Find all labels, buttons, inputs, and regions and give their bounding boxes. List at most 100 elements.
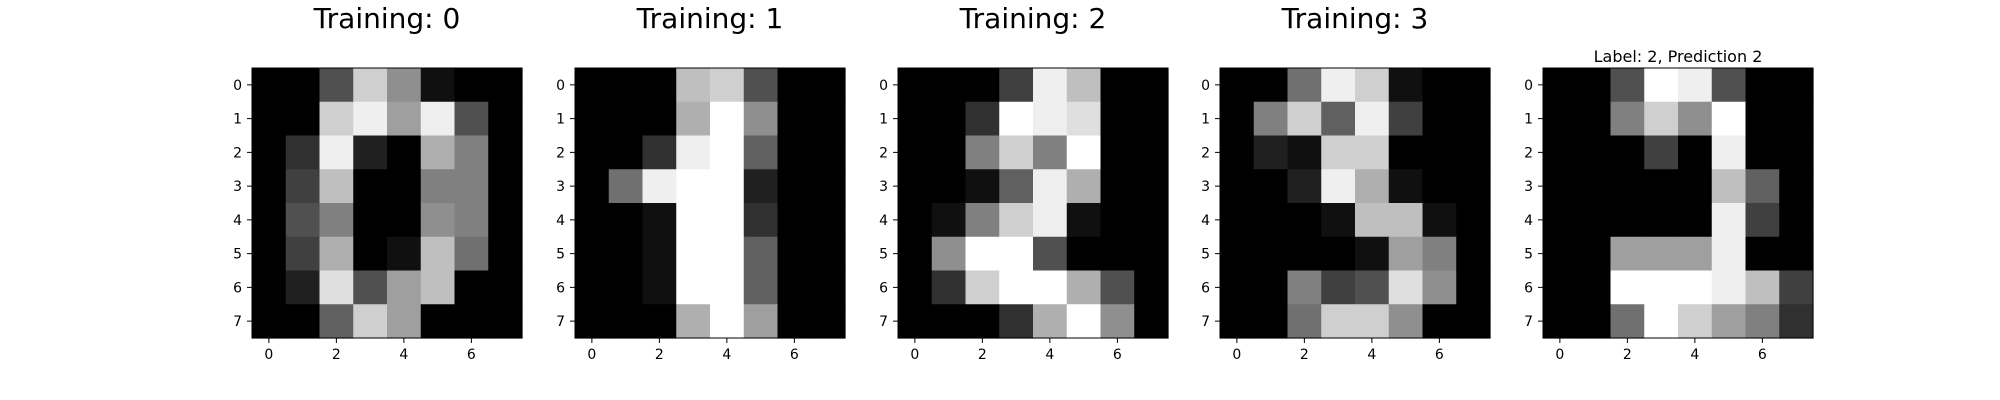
heatmap-cell <box>743 101 779 137</box>
heatmap-cell <box>965 236 1000 272</box>
heatmap-cell <box>1355 270 1390 305</box>
heatmap-cell <box>1678 203 1713 238</box>
x-tick-label: 2 <box>655 347 664 363</box>
heatmap-cell <box>1066 270 1102 305</box>
heatmap-cell <box>1100 270 1135 305</box>
heatmap-cell <box>319 135 354 170</box>
heatmap-cell <box>1745 135 1780 170</box>
y-tick-label: 6 <box>1201 280 1210 296</box>
heatmap-cell <box>1779 101 1814 137</box>
heatmap-cell <box>710 236 745 272</box>
heatmap-cell <box>420 169 456 204</box>
x-tick-label: 6 <box>1113 347 1122 363</box>
heatmap-cell <box>1745 236 1780 272</box>
heatmap-cell <box>999 304 1034 339</box>
heatmap-cell <box>387 304 422 339</box>
heatmap-cell <box>252 203 287 238</box>
heatmap-cell <box>1134 236 1169 272</box>
heatmap-cell <box>931 101 967 137</box>
y-tick-label: 1 <box>1524 112 1533 128</box>
heatmap-cell <box>811 135 846 170</box>
heatmap-cell <box>1066 135 1102 170</box>
heatmap-cell <box>488 101 523 137</box>
heatmap-cell <box>1355 304 1390 339</box>
x-tick-label: 2 <box>332 347 341 363</box>
heatmap-cell <box>1456 236 1491 272</box>
heatmap-cell <box>931 203 967 238</box>
x-tick-label: 6 <box>1435 347 1444 363</box>
heatmap-cell <box>1287 304 1322 339</box>
heatmap-cell <box>1576 101 1612 137</box>
heatmap-cell <box>488 304 523 339</box>
heatmap-cell <box>319 68 354 103</box>
heatmap-cell <box>1066 203 1102 238</box>
heatmap-cell <box>931 304 967 339</box>
panel-title: Training: 1 <box>636 2 784 35</box>
heatmap-cell <box>965 203 1000 238</box>
heatmap-cell <box>931 236 967 272</box>
heatmap-cell <box>608 236 644 272</box>
heatmap-cell <box>353 169 388 204</box>
heatmap-cell <box>710 203 745 238</box>
heatmap-cell <box>608 304 644 339</box>
heatmap-cell <box>1321 203 1356 238</box>
heatmap-cell <box>454 270 489 305</box>
heatmap-cell <box>1543 68 1578 103</box>
heatmap-cell <box>1779 304 1814 339</box>
y-tick-label: 4 <box>1524 213 1533 229</box>
x-tick-label: 4 <box>1690 347 1699 363</box>
heatmap-cell <box>1610 203 1645 238</box>
x-tick-label: 0 <box>587 347 596 363</box>
heatmap-cell <box>1321 68 1356 103</box>
heatmap-cell <box>777 304 812 339</box>
panel-1: Training: 1 0 2 4 6 0 1 2 3 4 5 6 7 <box>556 2 846 363</box>
heatmap-cell <box>642 236 677 272</box>
heatmap-cell <box>1576 203 1612 238</box>
heatmap-cell <box>1422 203 1457 238</box>
heatmap-cell <box>1388 270 1424 305</box>
heatmap-cell <box>777 203 812 238</box>
heatmap-cell <box>999 270 1034 305</box>
heatmap-cell <box>1422 68 1457 103</box>
heatmap-cell <box>1576 236 1612 272</box>
axes-frame <box>251 67 523 339</box>
heatmap-cell <box>1100 68 1135 103</box>
heatmap-cell <box>1287 135 1322 170</box>
heatmap-cell <box>454 169 489 204</box>
panel-title: Training: 3 <box>1281 2 1429 35</box>
heatmap-cell <box>1253 304 1289 339</box>
heatmap-cell <box>575 203 610 238</box>
heatmap-cell <box>965 304 1000 339</box>
y-tick-label: 2 <box>233 145 242 161</box>
heatmap-cell <box>387 169 422 204</box>
y-tick-label: 6 <box>556 280 565 296</box>
heatmap-cell <box>1422 169 1457 204</box>
heatmap-cell <box>811 169 846 204</box>
x-tick-label: 4 <box>1045 347 1054 363</box>
heatmap-cell <box>420 135 456 170</box>
heatmap-cell <box>1678 169 1713 204</box>
heatmap-cell <box>1422 135 1457 170</box>
heatmap-cell <box>965 135 1000 170</box>
heatmap-cell <box>1711 135 1747 170</box>
heatmap-cell <box>1456 203 1491 238</box>
heatmap-cell <box>353 101 388 137</box>
y-tick-label: 7 <box>1524 314 1533 330</box>
y-tick-label: 7 <box>879 314 888 330</box>
heatmap-cell <box>1745 304 1780 339</box>
x-tick-label: 4 <box>1367 347 1376 363</box>
heatmap-cell <box>811 270 846 305</box>
heatmap-cell <box>1134 68 1169 103</box>
panel-0: Training: 0 0 2 4 6 0 1 2 3 4 5 6 7 <box>233 2 523 363</box>
heatmap-cell <box>1745 68 1780 103</box>
heatmap-cell <box>1711 101 1747 137</box>
y-tick-label: 3 <box>879 179 888 195</box>
heatmap-cell <box>1779 169 1814 204</box>
heatmap-cell <box>252 236 287 272</box>
heatmap-cell <box>1543 135 1578 170</box>
heatmap-cell <box>710 304 745 339</box>
panel-3: Training: 3 0 2 4 6 0 1 2 3 4 5 6 7 <box>1201 2 1491 363</box>
heatmap-cell <box>420 101 456 137</box>
heatmap-cell <box>743 203 779 238</box>
heatmap-cell <box>931 169 967 204</box>
